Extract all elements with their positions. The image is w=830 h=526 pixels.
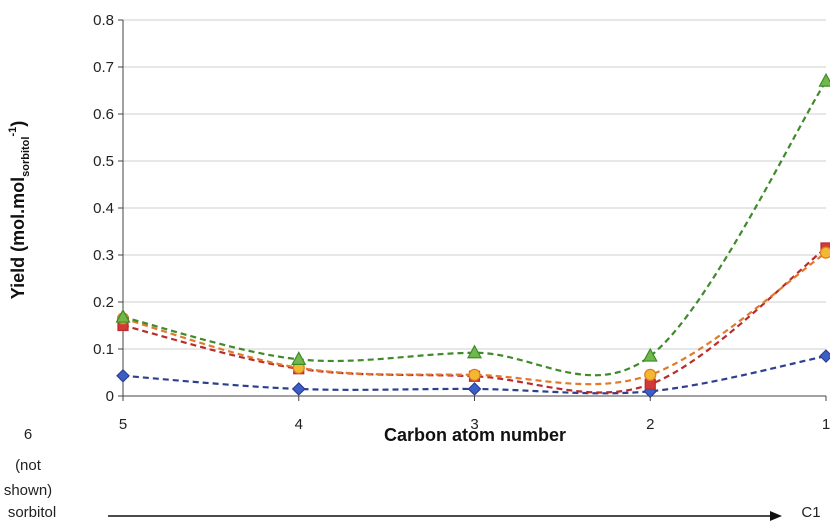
x-tick-label: 2 bbox=[646, 416, 654, 433]
y-axis-label: Yield (mol.molsorbitol-1) bbox=[7, 121, 32, 299]
direction-arrowhead bbox=[770, 511, 782, 521]
data-point-s1-1 bbox=[819, 349, 830, 363]
series-1 bbox=[116, 349, 830, 399]
note-shown: shown) bbox=[3, 482, 53, 499]
y-axis-label-main: Yield (mol.mol bbox=[8, 177, 28, 299]
note-sorbitol: sorbitol bbox=[7, 504, 57, 521]
y-tick-label: 0.6 bbox=[93, 106, 114, 123]
series-3 bbox=[116, 246, 830, 386]
data-point-s4-2 bbox=[642, 347, 658, 362]
x-axis-label: Carbon atom number bbox=[384, 425, 566, 445]
series-group bbox=[115, 72, 830, 399]
y-tick-label: 0.7 bbox=[93, 59, 114, 76]
data-point-s1-5 bbox=[116, 368, 130, 383]
y-axis-label-close: ) bbox=[8, 121, 28, 127]
series-line-3 bbox=[122, 251, 827, 386]
y-tick-label: 0.5 bbox=[93, 153, 114, 170]
y-axis-label-sub: sorbitol bbox=[20, 137, 32, 177]
y-axis-label-sup: -1 bbox=[7, 127, 19, 137]
data-point-s4-1 bbox=[818, 72, 830, 87]
y-tick-label: 0.3 bbox=[93, 247, 114, 264]
series-4 bbox=[115, 72, 830, 377]
y-tick-label: 0.8 bbox=[93, 12, 114, 29]
y-tick-label: 0.1 bbox=[93, 341, 114, 358]
y-tick-labels: 0 0.1 0.2 0.3 0.4 0.5 0.6 0.7 0.8 bbox=[93, 12, 114, 405]
x-tick-label: 3 bbox=[470, 416, 478, 433]
x-tick-label: 4 bbox=[295, 416, 303, 433]
data-point-s1-4 bbox=[291, 382, 306, 396]
x-tick-label: 1 bbox=[822, 416, 830, 433]
y-tick-label: 0 bbox=[106, 388, 114, 405]
x-tick-labels: 5 4 3 2 1 bbox=[119, 416, 830, 433]
data-point-s4-4 bbox=[291, 351, 307, 365]
note-c1: C1 bbox=[801, 504, 821, 521]
axes bbox=[118, 19, 827, 401]
grid-lines bbox=[123, 19, 826, 350]
series-line-4 bbox=[122, 80, 827, 377]
y-tick-label: 0.4 bbox=[93, 200, 114, 217]
data-point-s3-1 bbox=[819, 246, 830, 259]
note-six: 6 bbox=[23, 426, 33, 443]
data-point-s4-3 bbox=[466, 344, 483, 359]
y-tick-label: 0.2 bbox=[93, 294, 114, 311]
note-not: (not bbox=[15, 457, 41, 474]
data-point-s1-3 bbox=[467, 382, 482, 396]
data-point-s4-5 bbox=[115, 308, 131, 323]
series-line-2 bbox=[122, 247, 827, 394]
data-point-s3-2 bbox=[644, 368, 657, 381]
x-tick-label: 5 bbox=[119, 416, 127, 433]
data-point-s3-3 bbox=[468, 368, 481, 381]
